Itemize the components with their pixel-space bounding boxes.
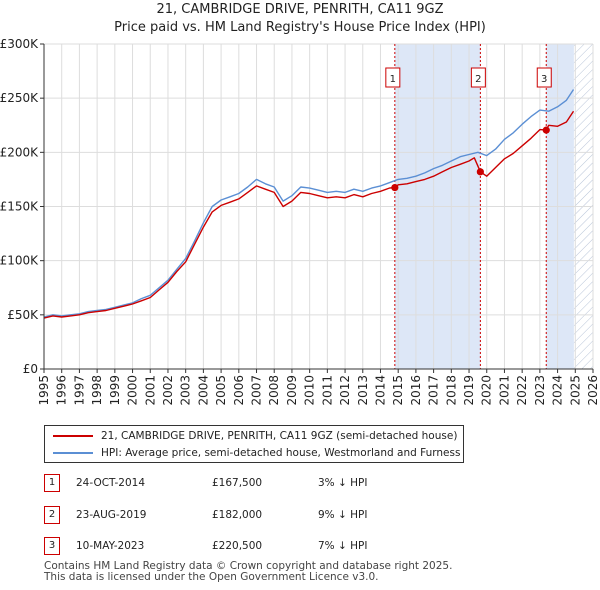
x-tick-label: 1997 — [72, 375, 86, 406]
x-tick-label: 2018 — [444, 375, 458, 406]
sale-price: £182,000 — [212, 509, 263, 521]
legend-swatch-hpi — [53, 452, 93, 454]
x-tick-label: 1995 — [37, 375, 51, 406]
sale-hpi-diff: 3% ↓ HPI — [318, 477, 368, 489]
y-tick-label: £150K — [0, 200, 39, 214]
sale-badge: 2 — [44, 506, 60, 524]
legend-label-property: 21, CAMBRIDGE DRIVE, PENRITH, CA11 9GZ (… — [101, 430, 458, 442]
sale-point-2 — [476, 168, 484, 176]
sale-number-label-1: 1 — [390, 74, 396, 85]
y-tick-label: £0 — [23, 362, 38, 376]
x-tick-label: 2016 — [409, 375, 423, 406]
sale-row-1: 1 24-OCT-2014 £167,500 3% ↓ HPI — [44, 474, 444, 492]
sale-point-3 — [542, 126, 550, 134]
footer-copyright: Contains HM Land Registry data © Crown c… — [44, 560, 453, 572]
x-tick-label: 1996 — [55, 375, 69, 406]
legend-swatch-property — [53, 435, 93, 437]
x-tick-label: 2013 — [356, 375, 370, 406]
y-tick-label: £100K — [0, 254, 39, 268]
x-tick-label: 1999 — [108, 375, 122, 406]
x-tick-label: 2008 — [267, 375, 281, 406]
x-tick-label: 2000 — [126, 375, 140, 406]
x-tick-label: 2003 — [179, 375, 193, 406]
property-price-line — [43, 110, 575, 319]
price-chart: 1 2 3 £0 £50K £100K £150K £200K £250K £300K 1995 1… — [0, 37, 600, 406]
sale-hpi-diff: 9% ↓ HPI — [318, 509, 368, 521]
sale-number-label-3: 3 — [541, 74, 547, 85]
sale-number-label-2: 2 — [475, 74, 481, 85]
y-tick-label: £250K — [0, 91, 39, 105]
sale-price: £167,500 — [212, 477, 263, 489]
y-tick-label: £50K — [7, 308, 39, 322]
y-tick-label: £200K — [0, 145, 39, 159]
sale-number-box-3 — [536, 67, 552, 88]
chart-legend: 21, CAMBRIDGE DRIVE, PENRITH, CA11 9GZ (… — [44, 425, 464, 463]
legend-label-hpi: HPI: Average price, semi-detached house,… — [101, 447, 461, 459]
x-tick-label: 2006 — [232, 375, 246, 406]
legend-item-hpi: HPI: Average price, semi-detached house,… — [53, 445, 460, 461]
x-tick-label: 2014 — [373, 375, 387, 406]
y-tick-label: £300K — [0, 37, 39, 51]
x-tick-label: 2024 — [551, 375, 565, 406]
x-tick-label: 2009 — [285, 375, 299, 406]
x-tick-label: 2026 — [586, 375, 600, 406]
x-tick-label: 2015 — [391, 375, 405, 406]
sale-date: 23-AUG-2019 — [76, 509, 147, 521]
x-tick-label: 2002 — [161, 375, 175, 406]
x-tick-label: 2021 — [497, 375, 511, 406]
x-tick-label: 2001 — [143, 375, 157, 406]
legend-item-property: 21, CAMBRIDGE DRIVE, PENRITH, CA11 9GZ (… — [53, 428, 457, 444]
x-tick-label: 2023 — [533, 375, 547, 406]
x-tick-label: 2019 — [462, 375, 476, 406]
sale-badge: 1 — [44, 474, 60, 492]
x-tick-label: 2022 — [515, 375, 529, 406]
sale-badge: 3 — [44, 537, 60, 555]
chart-title-line2: Price paid vs. HM Land Registry's House … — [114, 20, 486, 35]
footer: Contains HM Land Registry data © Crown c… — [44, 561, 452, 583]
footer-licence: This data is licensed under the Open Gov… — [44, 571, 379, 583]
sale-date: 24-OCT-2014 — [76, 477, 145, 489]
x-tick-label: 2020 — [480, 375, 494, 406]
sale-number-box-2 — [470, 67, 486, 88]
sale-price: £220,500 — [212, 540, 263, 552]
chart-title-line1: 21, CAMBRIDGE DRIVE, PENRITH, CA11 9GZ — [156, 2, 444, 17]
sale-hpi-diff: 7% ↓ HPI — [318, 540, 368, 552]
x-tick-label: 2017 — [427, 375, 441, 406]
x-tick-label: 2011 — [320, 375, 334, 406]
sale-point-1 — [391, 183, 399, 192]
hpi-line — [43, 89, 575, 318]
x-tick-label: 2005 — [214, 375, 228, 406]
sale-number-box-1 — [385, 67, 401, 88]
sale-row-3: 3 10-MAY-2023 £220,500 7% ↓ HPI — [44, 537, 444, 555]
x-tick-label: 2004 — [196, 375, 210, 406]
x-tick-label: 1998 — [90, 375, 104, 406]
sale-row-2: 2 23-AUG-2019 £182,000 9% ↓ HPI — [44, 506, 444, 524]
x-tick-label: 2007 — [250, 375, 264, 406]
x-tick-label: 2012 — [338, 375, 352, 406]
x-tick-label: 2010 — [303, 375, 317, 406]
x-tick-label: 2025 — [568, 375, 582, 406]
sale-date: 10-MAY-2023 — [76, 540, 145, 552]
